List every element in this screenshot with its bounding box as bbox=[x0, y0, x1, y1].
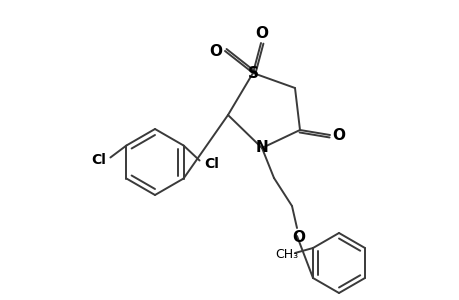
Text: O: O bbox=[292, 230, 305, 245]
Text: Cl: Cl bbox=[204, 157, 218, 170]
Text: O: O bbox=[209, 44, 222, 59]
Text: S: S bbox=[247, 65, 258, 80]
Text: Cl: Cl bbox=[91, 154, 106, 167]
Text: O: O bbox=[255, 26, 268, 40]
Text: N: N bbox=[255, 140, 268, 155]
Text: O: O bbox=[332, 128, 345, 142]
Text: CH₃: CH₃ bbox=[275, 248, 298, 262]
